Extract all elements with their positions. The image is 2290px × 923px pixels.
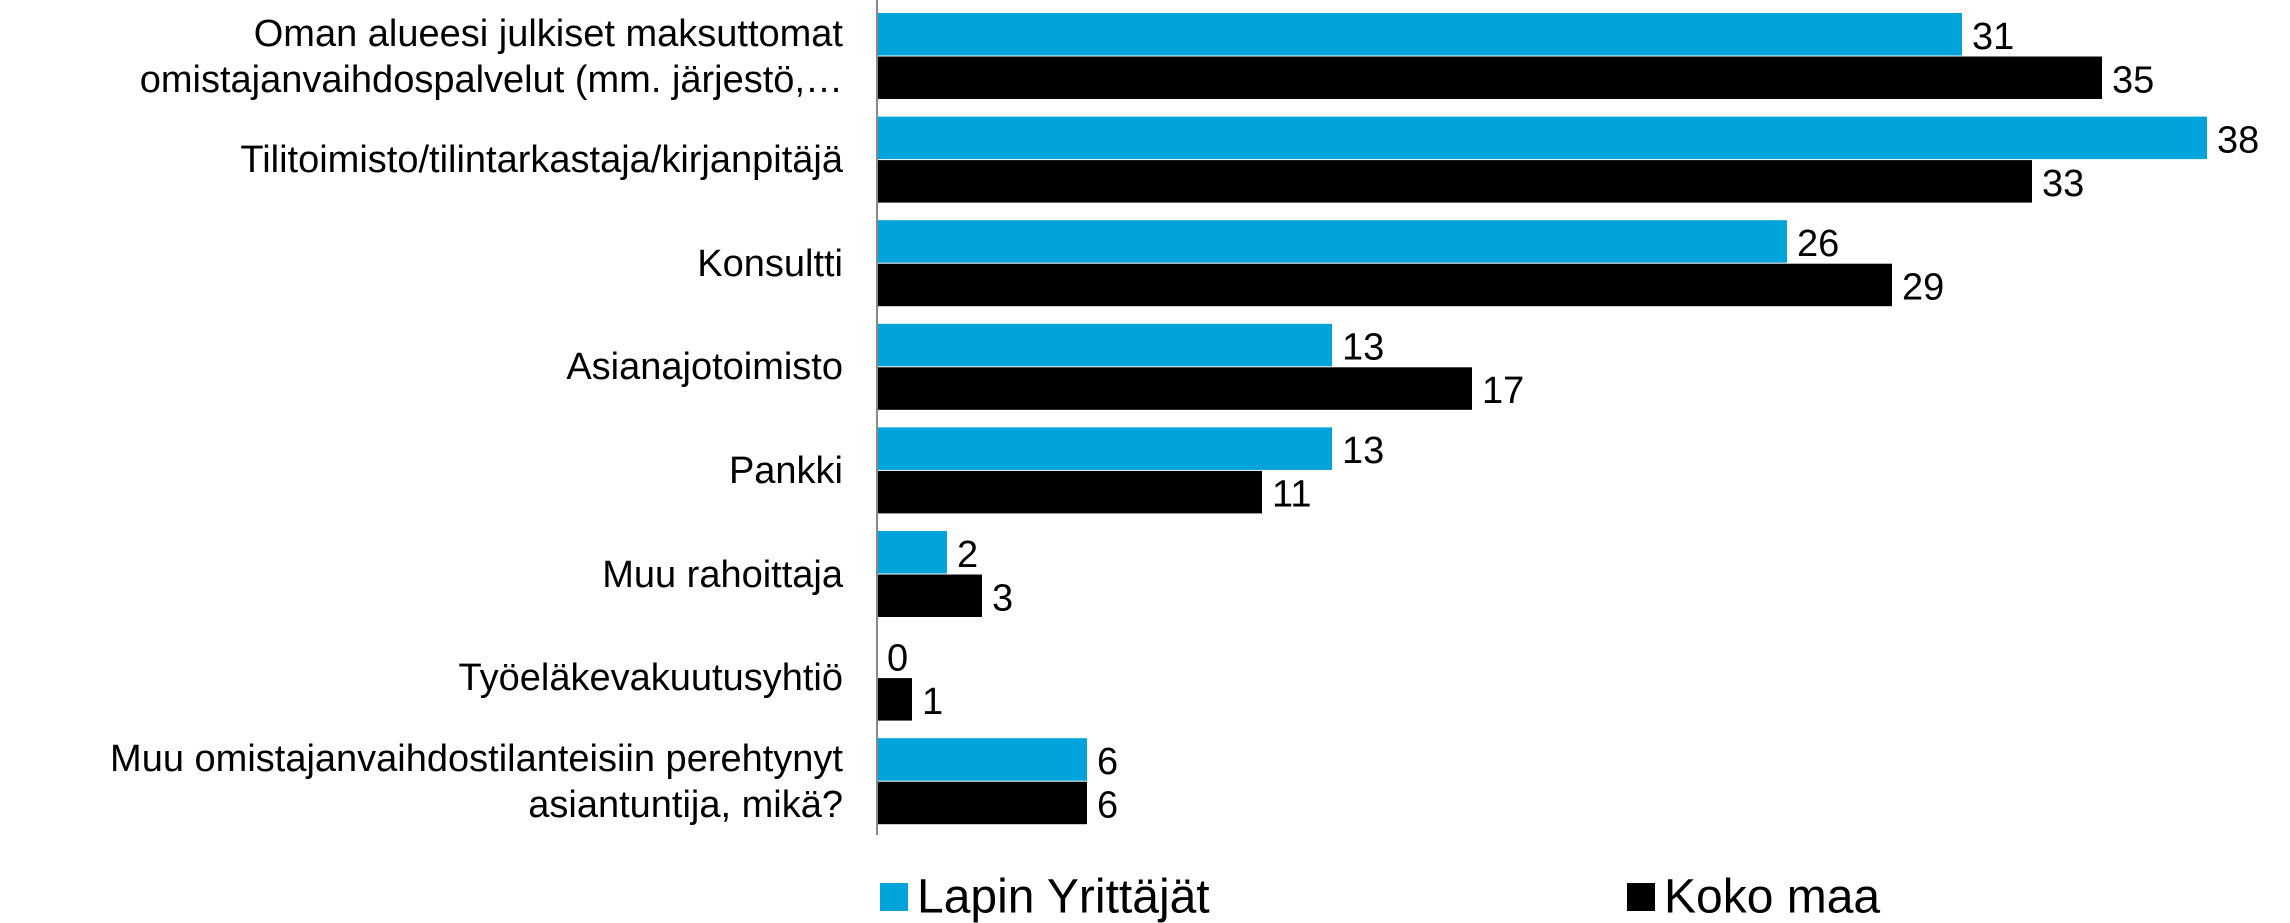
bar xyxy=(877,531,947,574)
bar xyxy=(877,13,1962,56)
legend-label: Lapin Yrittäjät xyxy=(917,871,1210,923)
data-label: 29 xyxy=(1902,266,1944,308)
category-label: Työeläkevakuutusyhtiö xyxy=(458,657,843,700)
data-label: 17 xyxy=(1482,370,1524,412)
data-label: 6 xyxy=(1097,784,1118,826)
category-label: Muu rahoittaja xyxy=(602,553,843,596)
data-label: 13 xyxy=(1342,430,1384,472)
legend-swatch xyxy=(880,883,908,911)
bar xyxy=(877,367,1472,410)
category-label: Muu omistajanvaihdostilanteisiin perehty… xyxy=(110,737,843,826)
legend-swatch xyxy=(1627,883,1655,911)
bar xyxy=(877,160,2032,203)
data-label: 6 xyxy=(1097,741,1118,783)
bar xyxy=(877,738,1087,781)
data-label: 33 xyxy=(2042,163,2084,205)
bar xyxy=(877,323,1332,367)
data-label: 2 xyxy=(957,534,978,576)
category-label: Asianajotoimisto xyxy=(566,346,843,389)
data-label: 3 xyxy=(992,577,1013,619)
category-label: Konsultti xyxy=(697,242,843,285)
data-label: 31 xyxy=(1972,16,2014,58)
bar xyxy=(877,56,2102,99)
bar xyxy=(877,427,1332,470)
category-label: Pankki xyxy=(728,449,843,492)
bar xyxy=(877,678,912,721)
data-label: 0 xyxy=(887,637,908,679)
data-label: 13 xyxy=(1342,327,1384,369)
bar xyxy=(877,574,982,617)
data-label: 26 xyxy=(1797,223,1839,265)
bar xyxy=(877,470,1262,514)
data-label: 35 xyxy=(2112,59,2154,101)
bar xyxy=(877,220,1787,263)
data-label: 1 xyxy=(922,681,943,723)
legend-label: Koko maa xyxy=(1664,871,1880,923)
bar xyxy=(877,781,1087,825)
category-label: Tilitoimisto/tilintarkastaja/kirjanpitäj… xyxy=(240,139,843,182)
bar xyxy=(877,116,2207,160)
data-label: 38 xyxy=(2217,119,2259,161)
data-label: 11 xyxy=(1272,474,1311,516)
category-label: Oman alueesi julkiset maksuttomat omista… xyxy=(139,12,843,101)
bar xyxy=(877,263,1892,307)
